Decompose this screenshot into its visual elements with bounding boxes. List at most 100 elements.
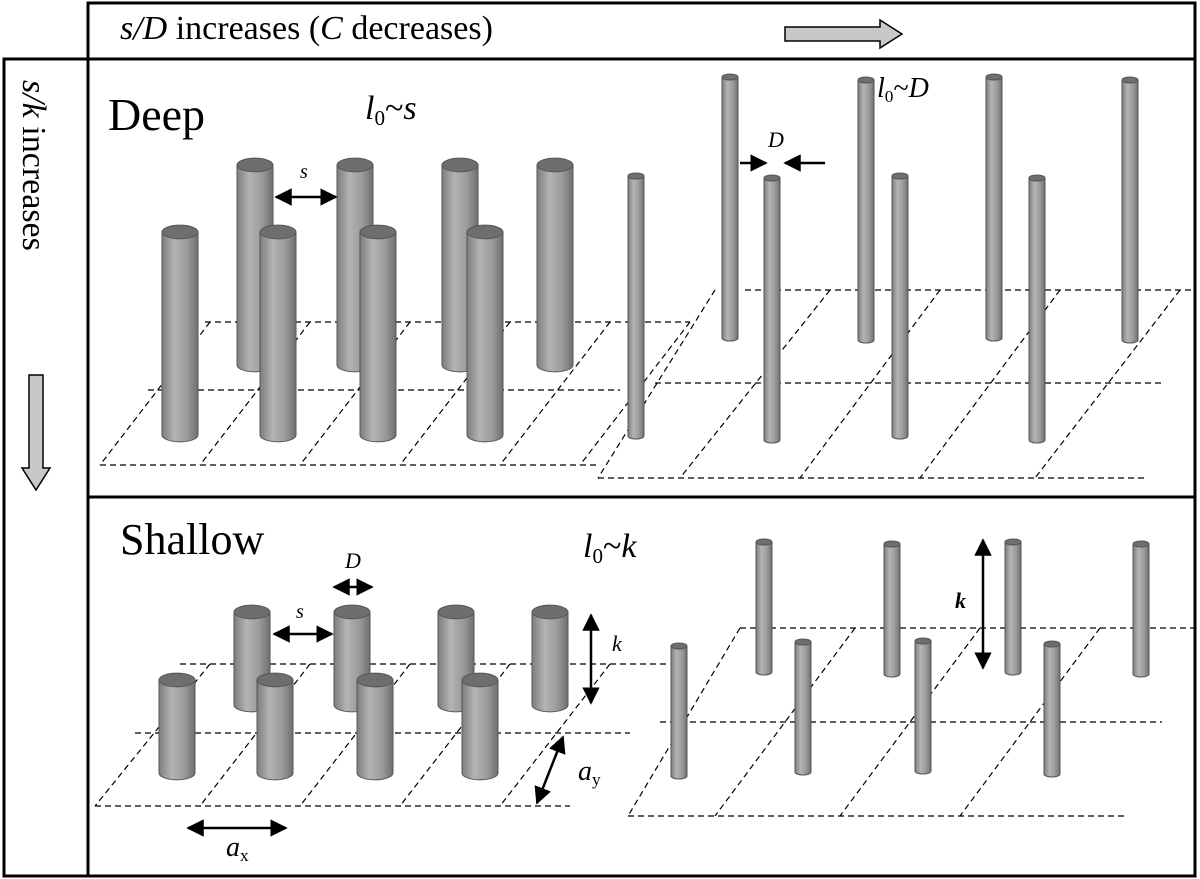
cylinder-top (985, 73, 1003, 81)
cylinder-top (333, 604, 371, 620)
cylinder-body (1043, 643, 1061, 778)
top-header-c: C (320, 10, 343, 47)
cylinder-top (536, 157, 574, 173)
cylinder-body (755, 541, 773, 676)
main-box (86, 57, 1197, 878)
deep-right-scale-sub: 0 (884, 87, 894, 107)
top-header-end: decreases) (342, 10, 493, 47)
cylinder-body (359, 231, 397, 443)
cylinder-top (359, 224, 397, 240)
cylinder-body (1132, 543, 1150, 678)
cylinder (359, 224, 397, 443)
cylinder (259, 224, 297, 443)
cylinder-body (1121, 79, 1139, 344)
cylinder (721, 73, 739, 342)
cylinder-body (721, 76, 739, 342)
cylinder (1121, 76, 1139, 344)
shallow-height-label: k (612, 631, 622, 656)
side-header-ratio: s/k (15, 80, 52, 118)
cylinder (356, 672, 394, 781)
cylinder-body (794, 641, 812, 776)
cylinder-body (985, 76, 1003, 342)
shallow-ay-sub: y (592, 770, 601, 790)
deep-diameter-label: D (768, 127, 784, 152)
cylinder-body (356, 679, 394, 781)
cylinder-body (914, 640, 932, 775)
shallow-scale-tilde: ~ (603, 528, 622, 565)
grid-line (714, 627, 856, 817)
cylinder (914, 637, 932, 775)
cylinder-top (336, 157, 374, 173)
cylinder (857, 76, 875, 344)
cylinder-top (158, 672, 196, 688)
cylinder-top (883, 540, 901, 548)
grid-line (839, 627, 981, 817)
cylinder-body (161, 231, 199, 443)
cylinder-body (461, 679, 499, 781)
cylinder (466, 224, 504, 443)
cylinder-body (891, 175, 909, 440)
cylinder-top (356, 672, 394, 688)
top-header-ratio: s/D (120, 10, 168, 47)
cylinder-top (1043, 640, 1061, 648)
cylinder-top (233, 604, 271, 620)
cylinder (158, 672, 196, 781)
cylinder-top (794, 638, 812, 646)
cylinder (755, 538, 773, 676)
cylinder (985, 73, 1003, 342)
cylinder-top (256, 672, 294, 688)
cylinders (158, 73, 1150, 781)
cylinder-body (1004, 541, 1022, 676)
cylinder-body (1028, 177, 1046, 444)
grid-line (499, 321, 611, 466)
cylinder-body (158, 679, 196, 781)
deep-scale-var: s (403, 90, 417, 127)
grid-line (1034, 289, 1181, 479)
shallow-ax-label: ax (226, 834, 249, 865)
deep-right-scale-var: D (908, 73, 929, 104)
deep-scale-label: l0~s (365, 90, 417, 129)
cylinder (461, 672, 499, 781)
cylinder-body (256, 679, 294, 781)
shallow-scale-sub: 0 (592, 544, 603, 569)
cylinder-top (466, 224, 504, 240)
cylinder-body (857, 79, 875, 344)
cylinder-body (466, 231, 504, 443)
side-header-label: s/k increases (15, 80, 52, 251)
cylinder (536, 157, 574, 373)
cylinder (531, 604, 569, 713)
cylinder-body (259, 231, 297, 443)
grid-line (919, 289, 1061, 479)
cylinder (883, 540, 901, 678)
dimension-arrows (186, 154, 992, 837)
grid-line (627, 627, 741, 817)
cylinder (627, 172, 645, 440)
grid-line (679, 289, 831, 479)
top-header-label: s/D increases (C decreases) (120, 12, 493, 46)
cylinder (1043, 640, 1061, 778)
cylinder-body (531, 611, 569, 713)
cylinder-body (536, 164, 574, 373)
top-header-text: increases ( (167, 10, 321, 47)
shallow-spacing-label: s (296, 601, 304, 623)
deep-right-scale-tilde: ~ (893, 73, 909, 104)
cylinder-top (236, 157, 274, 173)
cylinder-top (891, 172, 909, 180)
cylinder-top (1028, 174, 1046, 182)
cylinder (794, 638, 812, 776)
grid-line (799, 289, 941, 479)
side-header-text: increases (15, 117, 52, 251)
cylinder-top (914, 637, 932, 645)
cylinder (1004, 538, 1022, 676)
cylinder-top (755, 538, 773, 546)
cylinder-top (531, 604, 569, 620)
deep-right-scale-l: l (877, 73, 885, 104)
cylinder-top (259, 224, 297, 240)
cylinder-top (857, 76, 875, 84)
cylinder-top (1121, 76, 1139, 84)
shallow-ay-a: a (578, 756, 592, 787)
cylinder-top (441, 157, 479, 173)
deep-title: Deep (108, 89, 206, 140)
cylinder-top (1004, 538, 1022, 546)
